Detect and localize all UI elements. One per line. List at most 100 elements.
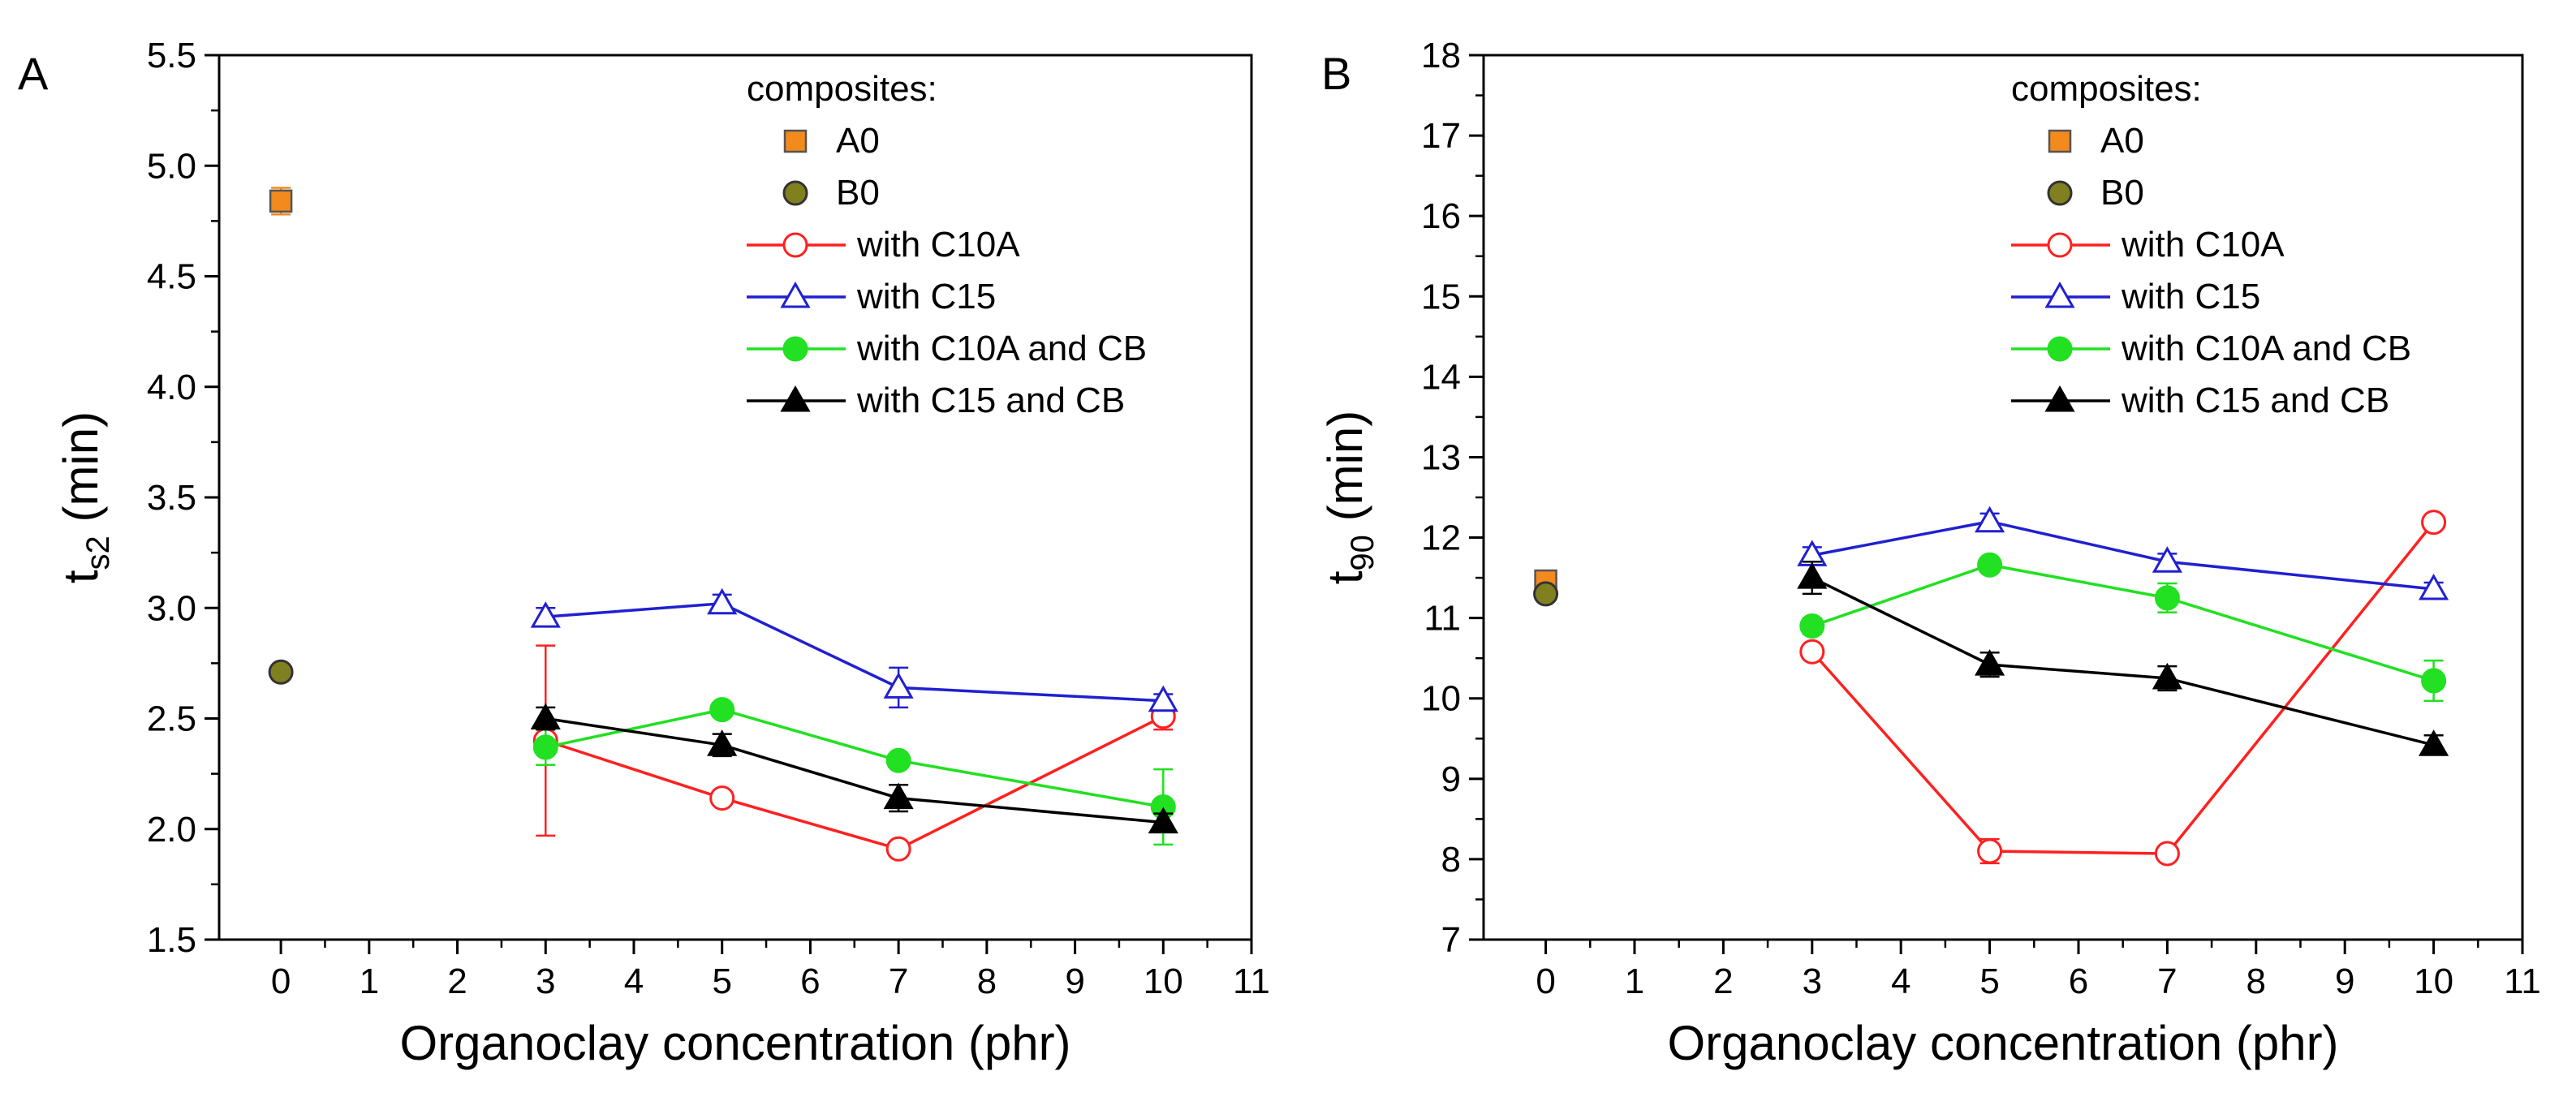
- panel-b-series-b0-point: [1533, 581, 1559, 607]
- panel-a-series-a0-point: [269, 189, 293, 213]
- panel-a-x-tick-label: 5: [712, 962, 731, 1001]
- panel-a-legend-item-c10a: with C10A: [747, 225, 1020, 265]
- panel-a-series-c10a-cb: [532, 697, 1176, 846]
- panel-b-series-c15-cb-point: [1797, 562, 1828, 589]
- panel-b-y-tick-label: 15: [1421, 277, 1461, 316]
- panel-b-plot-frame: [1482, 54, 2524, 941]
- panel-b-series-c10a-point: [1977, 838, 2003, 864]
- panel-a-y-tick-label: 3.0: [147, 588, 196, 628]
- panel-a-y-tick-label: 4.5: [147, 257, 196, 297]
- panel-b-series-c10a-point: [2154, 841, 2180, 867]
- panel-a-x-tick-label: 6: [800, 962, 820, 1001]
- panel-a-ticks: 0 1 2 3 4 5 6 7 8 9 10 11 1.5 2.0 2.5 3.0 3.5 4.0 4.5 5.0 5.…: [147, 36, 1270, 1001]
- panel-a-series-c10a-cb-point: [532, 734, 558, 760]
- panel-a-legend-item-c15-cb: with C15 and CB: [747, 381, 1125, 420]
- panel-a-series-b0-point: [268, 659, 294, 685]
- panel-b-series-c10a-cb: [1799, 552, 2447, 702]
- panel-a-legend-marker-c10a: [782, 232, 808, 258]
- panel-a-y-axis-label-subscript: s2: [80, 536, 116, 570]
- panel-b-legend-item-a0: A0: [2048, 121, 2144, 161]
- panel-b-y-tick-label: 12: [1421, 518, 1461, 558]
- panel-b-legend-title: composites:: [2011, 69, 2202, 109]
- panel-a: A 0 1 2 3 4 5 6 7 8 9 10 11 1.5 2.0 2.5 3.0 3.5 4.0 4.5 5.0…: [18, 36, 1270, 1070]
- panel-b-x-tick-label: 9: [2335, 962, 2354, 1001]
- panel-a-series-c10a-cb-line: [545, 708, 1164, 809]
- panel-a-x-axis-label: Organoclay concentration (phr): [399, 1016, 1070, 1070]
- panel-b-series-c15-cb-point: [2419, 729, 2449, 756]
- panel-b-y-tick-label: 18: [1421, 36, 1461, 75]
- panel-a-label: A: [18, 48, 49, 99]
- panel-a-y-tick-label: 2.5: [147, 699, 196, 739]
- panel-b-legend-marker-c10a: [2047, 232, 2073, 258]
- panel-b-legend-item-c15: with C15: [2011, 277, 2260, 316]
- panel-a-legend-label-a0: A0: [836, 121, 880, 161]
- panel-b-legend-label-b0: B0: [2100, 173, 2144, 213]
- panel-b-label: B: [1321, 48, 1351, 99]
- panel-b-series-c10a-cb-point: [2154, 585, 2180, 611]
- panel-a-legend: composites: A0 B0 with C10A with C15 with C1…: [747, 69, 1147, 420]
- panel-b-x-tick-label: 7: [2157, 962, 2177, 1001]
- panel-a-series-c15-point: [883, 672, 914, 699]
- panel-a-series-c15-cb-point: [883, 782, 914, 810]
- panel-b-x-tick-label: 2: [1713, 962, 1733, 1001]
- panel-b-legend-label-a0: A0: [2100, 121, 2144, 161]
- panel-a-y-axis-label-unit: (min): [54, 411, 108, 536]
- panel-a-series-b0: [268, 659, 294, 685]
- panel-b-x-tick-label: 4: [1891, 962, 1910, 1001]
- panel-a-legend-marker-c15-cb: [780, 385, 811, 412]
- panel-a-series-c10a-cb-point: [709, 697, 735, 723]
- panel-a-series-a0: [269, 187, 293, 216]
- panel-a-y-tick-label: 4.0: [147, 368, 196, 407]
- panel-b-legend-marker-c15-cb: [2044, 385, 2075, 412]
- panel-b-x-tick-label: 10: [2414, 962, 2453, 1001]
- panel-a-legend-item-c10a-cb: with C10A and CB: [747, 329, 1147, 368]
- panel-b-legend-item-c10a: with C10A: [2011, 225, 2285, 265]
- panel-a-y-tick-label: 5.5: [147, 36, 196, 75]
- panel-a-y-tick-label: 1.5: [147, 920, 196, 960]
- panel-a-x-tick-label: 9: [1065, 962, 1084, 1001]
- panel-a-legend-marker-c10a-cb: [782, 336, 808, 362]
- panel-a-legend-marker-b0: [782, 180, 808, 206]
- panel-b-x-tick-label: 1: [1625, 962, 1644, 1001]
- panel-b-legend-item-c15-cb: with C15 and CB: [2011, 381, 2389, 420]
- panel-b-y-axis-label-subscript: 90: [1345, 535, 1381, 571]
- panel-a-x-tick-label: 2: [447, 962, 467, 1001]
- panel-a-legend-label-c15: with C15: [856, 277, 996, 316]
- panel-a-x-tick-label: 1: [360, 962, 379, 1001]
- panel-b-series-c15-cb-point: [1975, 649, 2005, 676]
- panel-b-legend-item-c10a-cb: with C10A and CB: [2011, 329, 2411, 368]
- panel-b-series-c15-point: [1975, 506, 2005, 533]
- panel-b-series-c10a-cb-point: [2421, 668, 2447, 694]
- panel-b-y-axis-label: t90 (min): [1318, 411, 1381, 584]
- panel-a-legend-marker-a0: [783, 129, 808, 153]
- panel-a-x-tick-label: 0: [271, 962, 291, 1001]
- panel-b-legend-marker-a0: [2048, 129, 2072, 153]
- panel-a-legend-label-c10a-cb: with C10A and CB: [856, 329, 1147, 368]
- panel-a-series-c15-point: [530, 601, 561, 628]
- panel-b-series-c15: [1797, 506, 2449, 600]
- panel-b-y-tick-label: 14: [1421, 357, 1461, 397]
- panel-b-legend-marker-b0: [2047, 180, 2073, 206]
- panel-b-y-tick-label: 13: [1421, 437, 1461, 477]
- panel-a-series-c15: [530, 587, 1178, 712]
- panel-b-legend: composites: A0 B0 with C10A with C15 with C1…: [2011, 69, 2411, 420]
- panel-a-series-c15-cb: [530, 703, 1178, 834]
- panel-b-series-c10a-cb-point: [1799, 613, 1825, 639]
- panel-a-series-c10a-point: [709, 785, 735, 811]
- panel-a-series-c15-point: [1148, 685, 1178, 712]
- panel-a-series-c10a-point: [885, 836, 911, 862]
- panel-b-series-c10a-cb-point: [1977, 552, 2003, 578]
- panel-b-y-tick-label: 8: [1441, 840, 1461, 880]
- panel-a-series-c15-cb-point: [707, 729, 738, 756]
- panel-b-y-axis-label-main: t: [1318, 570, 1372, 584]
- panel-b-y-axis-label-unit: (min): [1318, 411, 1372, 535]
- panel-a-x-tick-label: 10: [1144, 962, 1183, 1001]
- panel-a-series-c10a-line: [545, 715, 1165, 851]
- panel-b-x-tick-label: 0: [1536, 962, 1555, 1001]
- panel-b-legend-marker-c10a-cb: [2047, 336, 2073, 362]
- panel-b-legend-label-c15: with C15: [2121, 277, 2260, 316]
- panel-b-x-tick-label: 3: [1803, 962, 1822, 1001]
